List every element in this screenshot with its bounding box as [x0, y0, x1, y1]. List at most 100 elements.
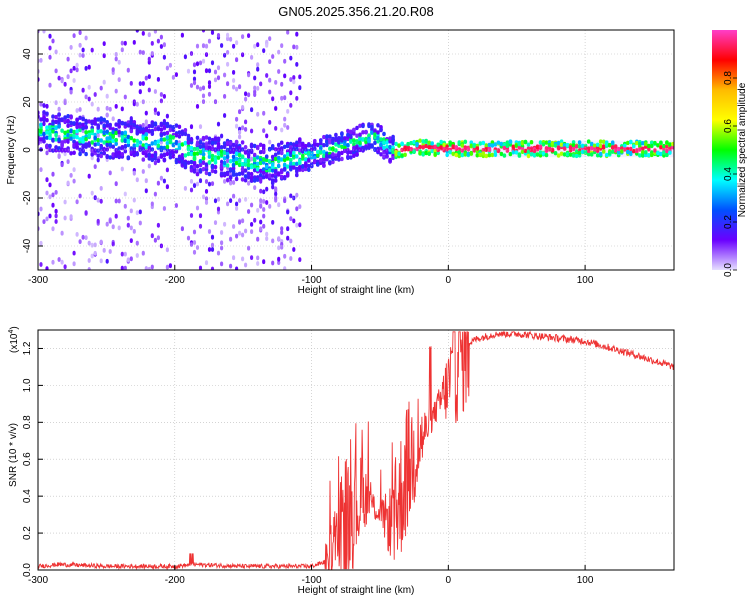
heatmap-cell-2048 — [514, 150, 519, 155]
heatmap-cell-729 — [162, 152, 167, 158]
heatmap-cell-258 — [81, 234, 85, 240]
heatmap-cell-684 — [156, 222, 160, 228]
heatmap-cell-931 — [204, 189, 209, 194]
heatmap-cell-1066 — [226, 177, 230, 183]
heatmap-cell-2164 — [583, 150, 588, 155]
heatmap-cell-832 — [189, 179, 194, 184]
heatmap-cell-71 — [48, 54, 52, 60]
heatmap-cell-350 — [96, 117, 100, 122]
heatmap-cell-601 — [141, 169, 145, 174]
heatmap-cell-1314 — [265, 231, 269, 237]
heatmap-cell-915 — [201, 58, 206, 64]
heatmap-cell-1588 — [316, 142, 320, 148]
heatmap-cell-186 — [66, 148, 70, 153]
heatmap-cell-2309 — [671, 141, 674, 147]
heatmap-cell-445 — [114, 198, 118, 204]
heatmap-cell-493 — [123, 191, 127, 197]
heatmap-cell-1093 — [228, 149, 233, 154]
heatmap-cell-1485 — [292, 79, 296, 85]
heatmap-cell-555 — [132, 138, 137, 143]
heatmap-cell-2003 — [487, 142, 492, 148]
heatmap-cell-954 — [207, 84, 212, 89]
heatmap-cell-982 — [210, 140, 215, 146]
heatmap-cell-874 — [195, 168, 200, 174]
heatmap-cell-878 — [195, 84, 200, 90]
heatmap-cell-2179 — [592, 147, 597, 152]
heatmap-cell-697 — [159, 44, 163, 49]
heatmap-cell-734 — [165, 247, 169, 253]
heatmap-cell-907 — [198, 168, 203, 173]
heatmap-cell-120 — [57, 257, 61, 262]
heatmap-cell-1024 — [220, 43, 224, 48]
heatmap-cell-1744 — [361, 147, 365, 153]
heatmap-cell-920 — [201, 142, 206, 147]
heatmap-cell-242 — [78, 52, 82, 58]
heatmap-cell-519 — [126, 142, 131, 148]
heatmap-cell-741 — [165, 151, 170, 157]
heatmap-cell-648 — [150, 51, 154, 56]
heatmap-cell-1190 — [243, 158, 248, 163]
heatmap-cell-369 — [99, 153, 103, 159]
heatmap-cell-1191 — [243, 174, 248, 179]
heatmap-cell-2088 — [538, 140, 543, 145]
heatmap-cell-981 — [210, 146, 215, 151]
heatmap-cell-2268 — [647, 147, 651, 152]
heatmap-cell-592 — [138, 140, 143, 145]
heatmap-cell-221 — [75, 67, 79, 73]
heatmap-cell-909 — [201, 30, 206, 33]
heatmap-cell-1439 — [282, 176, 287, 181]
heatmap-cell-2189 — [598, 143, 603, 149]
heatmap-cell-1822 — [385, 154, 389, 159]
heatmap-cell-2018 — [496, 148, 501, 153]
heatmap-cell-800 — [180, 156, 185, 161]
heatmap-cell-99 — [51, 138, 55, 143]
heatmap-cell-441 — [111, 144, 115, 149]
heatmap-cell-1214 — [250, 229, 254, 235]
heatmap-cell-2190 — [601, 149, 606, 154]
heatmap-cell-400 — [105, 129, 109, 134]
heatmap-cell-69 — [48, 182, 52, 188]
heatmap-cell-2204 — [607, 143, 612, 148]
heatmap-cell-1324 — [264, 164, 269, 170]
heatmap-cell-1029 — [220, 230, 224, 235]
heatmap-cell-475 — [117, 119, 121, 124]
heatmap-cell-1095 — [228, 175, 233, 180]
heatmap-cell-1150 — [237, 171, 242, 177]
heatmap-cell-2097 — [544, 152, 549, 158]
heatmap-cell-728 — [162, 145, 167, 151]
heatmap-cell-1602 — [319, 149, 323, 154]
heatmap-cell-1977 — [472, 147, 477, 153]
heatmap-cell-1994 — [481, 151, 486, 156]
heatmap-cell-951 — [207, 181, 212, 187]
heatmap-cell-1974 — [469, 151, 474, 156]
heatmap-cell-34 — [42, 219, 46, 225]
heatmap-cell-1669 — [340, 150, 344, 156]
snr-multiplier: (x104) — [8, 326, 20, 353]
heatmap-cell-2199 — [604, 152, 609, 158]
heatmap-cell-1913 — [433, 144, 438, 149]
heatmap-cell-1239 — [253, 217, 257, 223]
heatmap-cell-2304 — [668, 150, 672, 155]
heatmap-cell-1334 — [268, 89, 272, 95]
heatmap-cell-1449 — [285, 164, 290, 169]
heatmap-cell-250 — [78, 127, 82, 133]
heatmap-cell-562 — [135, 240, 139, 246]
heatmap-cell-1391 — [277, 236, 281, 242]
heatmap-cell-1221 — [249, 171, 254, 177]
heatmap-cell-288 — [84, 118, 88, 124]
heatmap-cell-203 — [69, 136, 73, 141]
heatmap-cell-491 — [120, 131, 125, 136]
heatmap-cell-1537 — [301, 167, 305, 173]
heatmap-cell-241 — [78, 193, 82, 199]
heatmap-cell-454 — [114, 137, 118, 143]
heatmap-cell-833 — [189, 124, 194, 130]
heatmap-cell-2254 — [638, 153, 642, 158]
heatmap-cell-1514 — [295, 146, 299, 152]
heatmap-cell-1219 — [250, 202, 254, 208]
heatmap-cell-326 — [93, 164, 97, 170]
heatmap-cell-2082 — [535, 152, 540, 157]
heatmap-cell-316 — [90, 140, 94, 145]
heatmap-cell-1563 — [307, 143, 311, 148]
heatmap-cell-2283 — [656, 150, 660, 156]
heatmap-cell-658 — [150, 128, 155, 134]
